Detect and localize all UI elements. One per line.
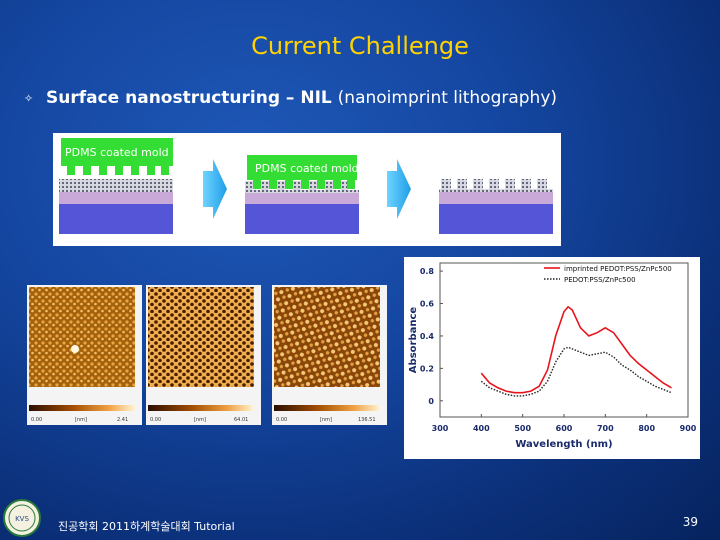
y-tick-label: 0.6 [420, 300, 435, 309]
diamond-bullet-icon: ✧ [24, 92, 34, 105]
mold-label-1: PDMS coated mold [65, 146, 169, 159]
scale-label: [nm] [320, 417, 332, 423]
legend-label: PEDOT:PSS/ZnPc500 [564, 276, 636, 284]
series-line-2 [480, 346, 672, 397]
arrow-icon [203, 159, 227, 219]
arrow-icon [387, 159, 411, 219]
slide-title: Current Challenge [251, 32, 469, 60]
x-tick-label: 700 [597, 424, 614, 433]
mold-label-2: PDMS coated mold [255, 162, 359, 175]
y-axis-label: Absorbance [408, 307, 419, 374]
footer-text: 진공학회 2011하계학술대회 Tutorial [58, 520, 235, 533]
afm-image-3: 0.00 [nm] 136.51 [272, 285, 387, 425]
scale-label: 0.00 [31, 417, 42, 423]
x-tick-label: 300 [432, 424, 449, 433]
stage-2: PDMS coated mold [245, 155, 359, 234]
stage-3 [439, 179, 553, 234]
scale-label: 0.00 [150, 417, 161, 423]
afm-image-2: 0.00 [nm] 64.01 [146, 285, 261, 425]
absorbance-chart-svg: 0 0.2 0.4 0.6 0.8 300 400 500 600 700 800 900 Wavele… [408, 262, 697, 450]
x-tick-label: 600 [556, 424, 573, 433]
society-logo: KVS [3, 499, 41, 537]
bullet-main: Surface nanostructuring – NIL [46, 88, 332, 108]
scale-label: [nm] [194, 417, 206, 423]
nil-process-diagram: PDMS coated mold PDMS coated mold [53, 133, 561, 246]
y-tick-label: 0.8 [420, 267, 435, 276]
scale-label: 64.01 [234, 417, 248, 423]
stage-1: PDMS coated mold [59, 138, 173, 234]
series-line-1 [480, 305, 672, 394]
x-tick-label: 400 [473, 424, 490, 433]
x-tick-label: 800 [638, 424, 655, 433]
page-number: 39 [682, 515, 698, 529]
bullet-paren: (nanoimprint lithography) [337, 88, 558, 108]
bullet-text: Surface nanostructuring – NIL (nanoimpri… [46, 88, 557, 108]
x-axis-label: Wavelength (nm) [515, 439, 612, 450]
y-tick-label: 0.4 [420, 332, 435, 341]
plot-frame [439, 262, 689, 418]
scale-label: 2.41 [117, 417, 128, 423]
scale-label: [nm] [75, 417, 87, 423]
y-tick-label: 0 [428, 397, 434, 406]
x-tick-label: 500 [514, 424, 531, 433]
scale-label: 136.51 [358, 417, 376, 423]
legend-label: imprinted PEDOT:PSS/ZnPc500 [564, 265, 672, 273]
x-tick-label: 900 [680, 424, 697, 433]
absorbance-chart: 0 0.2 0.4 0.6 0.8 300 400 500 600 700 800 900 Wavele… [404, 257, 700, 459]
logo-text: KVS [15, 515, 29, 523]
y-tick-label: 0.2 [420, 364, 434, 373]
afm-image-1: 0.00 [nm] 2.41 [27, 285, 142, 425]
scale-label: 0.00 [276, 417, 287, 423]
